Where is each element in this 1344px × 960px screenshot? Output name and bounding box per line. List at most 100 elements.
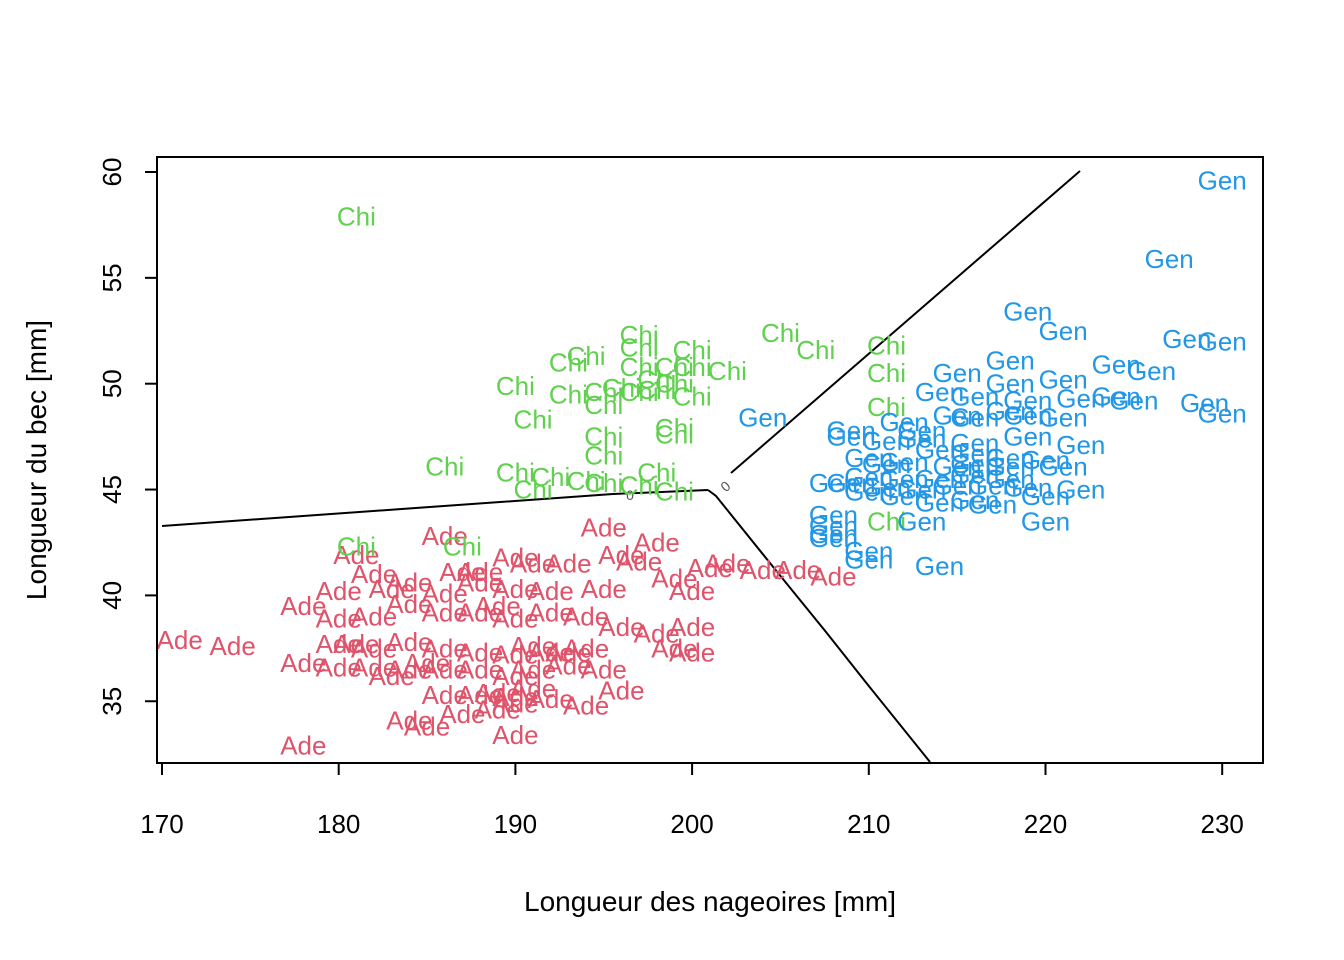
point-ade: Ade: [316, 629, 362, 659]
point-gen: Gen: [1198, 326, 1247, 356]
point-gen: Gen: [1021, 506, 1070, 536]
point-ade: Ade: [581, 654, 627, 684]
point-chi: Chi: [673, 352, 712, 382]
point-chi: Chi: [655, 420, 694, 450]
point-chi: Chi: [673, 381, 712, 411]
point-ade: Ade: [386, 568, 432, 598]
point-ade: Ade: [528, 576, 574, 606]
point-chi: Chi: [637, 458, 676, 488]
y-tick-label: 60: [97, 158, 127, 187]
point-chi: Chi: [655, 413, 694, 443]
point-ade: Ade: [669, 612, 715, 642]
point-gen: Gen: [1039, 316, 1088, 346]
point-gen: Gen: [844, 544, 893, 574]
point-gen: Gen: [809, 519, 858, 549]
point-gen: Gen: [897, 475, 946, 505]
point-gen: Gen: [915, 487, 964, 517]
point-ade: Ade: [333, 629, 379, 659]
point-gen: Gen: [986, 369, 1035, 399]
point-chi: Chi: [708, 356, 747, 386]
point-gen: Gen: [827, 415, 876, 445]
point-chi: Chi: [584, 422, 623, 452]
point-ade: Ade: [369, 574, 415, 604]
point-ade: Ade: [598, 540, 644, 570]
point-gen: Gen: [897, 424, 946, 454]
point-gen: Gen: [1145, 244, 1194, 274]
x-axis-title: Longueur des nageoires [mm]: [524, 886, 896, 917]
point-ade: Ade: [651, 633, 697, 663]
point-gen: Gen: [1021, 481, 1070, 511]
point-ade: Ade: [492, 688, 538, 718]
point-gen: Gen: [933, 400, 982, 430]
x-tick-label: 170: [140, 809, 183, 839]
point-chi: Chi: [584, 377, 623, 407]
point-gen: Gen: [950, 439, 999, 469]
boundary-ade-gen: [707, 489, 931, 763]
point-gen: Gen: [915, 434, 964, 464]
point-chi: Chi: [761, 318, 800, 348]
point-ade: Ade: [510, 631, 556, 661]
point-gen: Gen: [897, 506, 946, 536]
point-gen: Gen: [844, 462, 893, 492]
point-ade: Ade: [492, 682, 538, 712]
point-gen: Gen: [738, 403, 787, 433]
point-ade: Ade: [669, 638, 715, 668]
point-chi: Chi: [496, 371, 535, 401]
point-gen: Gen: [880, 464, 929, 494]
point-ade: Ade: [492, 604, 538, 634]
point-gen: Gen: [950, 460, 999, 490]
point-ade: Ade: [351, 652, 397, 682]
point-chi: Chi: [567, 341, 606, 371]
point-gen: Gen: [1056, 430, 1105, 460]
point-ade: Ade: [457, 638, 503, 668]
point-gen: Gen: [1092, 381, 1141, 411]
point-chi: Chi: [655, 369, 694, 399]
point-ade: Ade: [545, 638, 591, 668]
point-ade: Ade: [475, 695, 521, 725]
point-ade: Ade: [386, 627, 432, 657]
point-ade: Ade: [386, 654, 432, 684]
point-gen: Gen: [933, 451, 982, 481]
point-ade: Ade: [563, 690, 609, 720]
point-ade: Ade: [528, 597, 574, 627]
point-chi: Chi: [337, 201, 376, 231]
boundary-ade-chi: [161, 489, 709, 527]
point-gen: Gen: [1039, 403, 1088, 433]
point-ade: Ade: [386, 705, 432, 735]
contour-label-left: 0: [626, 487, 634, 503]
point-chi: Chi: [867, 506, 906, 536]
point-ade: Ade: [510, 549, 556, 579]
point-ade: Ade: [157, 625, 203, 655]
point-chi: Chi: [443, 532, 482, 562]
point-chi: Chi: [620, 377, 659, 407]
x-tick-label: 190: [494, 809, 537, 839]
point-gen: Gen: [915, 551, 964, 581]
point-ade: Ade: [634, 619, 680, 649]
point-gen: Gen: [1198, 165, 1247, 195]
point-chi: Chi: [584, 441, 623, 471]
point-gen: Gen: [986, 451, 1035, 481]
point-chi: Chi: [796, 335, 835, 365]
y-tick-label: 35: [97, 687, 127, 716]
y-tick-label: 55: [97, 263, 127, 292]
point-ade: Ade: [439, 699, 485, 729]
point-ade: Ade: [475, 678, 521, 708]
point-chi: Chi: [655, 477, 694, 507]
point-gen: Gen: [1198, 398, 1247, 428]
point-gen: Gen: [1003, 297, 1052, 327]
point-gen: Gen: [809, 523, 858, 553]
point-gen: Gen: [915, 464, 964, 494]
x-tick-label: 210: [847, 809, 890, 839]
point-ade: Ade: [581, 574, 627, 604]
point-ade: Ade: [439, 557, 485, 587]
point-gen: Gen: [1162, 324, 1211, 354]
point-ade: Ade: [510, 654, 556, 684]
point-gen: Gen: [880, 447, 929, 477]
point-ade: Ade: [351, 559, 397, 589]
point-chi: Chi: [514, 475, 553, 505]
point-gen: Gen: [1039, 451, 1088, 481]
point-gen: Gen: [809, 500, 858, 530]
point-ade: Ade: [492, 640, 538, 670]
point-gen: Gen: [827, 468, 876, 498]
